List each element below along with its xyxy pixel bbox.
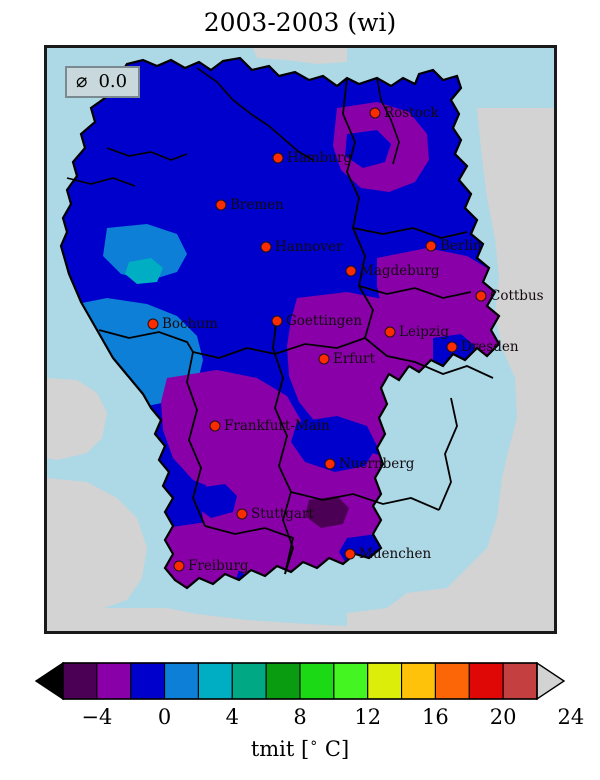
colorbar-band (468, 662, 504, 700)
city-marker[interactable] (318, 353, 330, 365)
state-borders (98, 77, 494, 575)
map-panel: ⌀ 0.0 Rostock Hamburg Bremen Hannover Berlin… (44, 45, 557, 634)
city-marker[interactable] (324, 458, 336, 470)
city-marker[interactable] (272, 152, 284, 164)
colorbar-tick-label: 20 (489, 705, 517, 729)
city-marker[interactable] (209, 420, 221, 432)
colorbar-band (434, 662, 470, 700)
band-minus6-to-minus4-swabian (305, 496, 349, 528)
colorbar-swatches (34, 661, 566, 701)
colorbar-band (299, 662, 335, 700)
colorbar-tick-labels: −4 0 4 8 12 16 20 24 (0, 705, 600, 735)
colorbar-tick-label: 0 (157, 705, 172, 729)
coastline-and-rivers (66, 67, 400, 187)
city-marker[interactable] (344, 548, 356, 560)
colorbar-band (333, 662, 369, 700)
mean-value: 0.0 (98, 70, 128, 92)
colorbar-band (164, 662, 199, 700)
page-title: 2003-2003 (wi) (203, 8, 397, 37)
colorbar-tick-label: 24 (557, 705, 585, 729)
colorbar-band (62, 662, 98, 700)
band-minus2-to-0-blackforest-edge (195, 484, 237, 518)
colorbar-band (367, 662, 403, 700)
colorbar-band (502, 662, 538, 700)
city-marker[interactable] (475, 290, 487, 302)
colorbar: −4 0 4 8 12 16 20 24 tmit [° C] (0, 655, 600, 780)
mean-value-badge: ⌀ 0.0 (65, 66, 141, 98)
colorbar-tick-label: 4 (225, 705, 239, 729)
colorbar-band (197, 662, 233, 700)
city-marker[interactable] (215, 199, 227, 211)
colorbar-band (96, 662, 132, 700)
colorbar-unit-text: C] (318, 737, 350, 761)
colorbar-axis-label: tmit [° C] (0, 737, 600, 761)
colorbar-tick-label: −4 (81, 705, 113, 729)
city-marker[interactable] (425, 240, 437, 252)
city-marker[interactable] (271, 315, 283, 327)
city-marker[interactable] (446, 341, 458, 353)
band-minus2-to-0-mecklenburg (345, 130, 391, 168)
city-marker[interactable] (147, 318, 159, 330)
city-marker[interactable] (345, 265, 357, 277)
colorbar-outline (62, 662, 538, 700)
colorbar-over-arrow (536, 661, 566, 701)
germany-national-border (59, 56, 501, 590)
foreign-land-areas (47, 48, 554, 631)
city-marker[interactable] (369, 107, 381, 119)
germany-temperature-map (47, 48, 554, 631)
colorbar-under-arrow (34, 661, 64, 701)
city-marker[interactable] (173, 560, 185, 572)
colorbar-tick-label: 16 (422, 705, 449, 729)
mean-symbol-icon: ⌀ (76, 70, 88, 92)
colorbar-band-group (34, 661, 566, 701)
city-marker[interactable] (384, 326, 396, 338)
colorbar-band (130, 662, 166, 700)
band-2-to-4-pocket (125, 258, 163, 284)
colorbar-tick-label: 8 (293, 705, 307, 729)
colorbar-tick-label: 12 (354, 705, 382, 729)
band-0-to-2-northwest (103, 224, 187, 280)
city-marker[interactable] (236, 508, 248, 520)
colorbar-band (401, 662, 436, 700)
degree-icon: ° (310, 739, 318, 755)
band-minus2-to-0-rhine (291, 416, 377, 472)
colorbar-label-text: tmit [ (250, 737, 310, 761)
city-marker[interactable] (260, 241, 272, 253)
colorbar-band (265, 662, 301, 700)
colorbar-band (231, 662, 267, 700)
